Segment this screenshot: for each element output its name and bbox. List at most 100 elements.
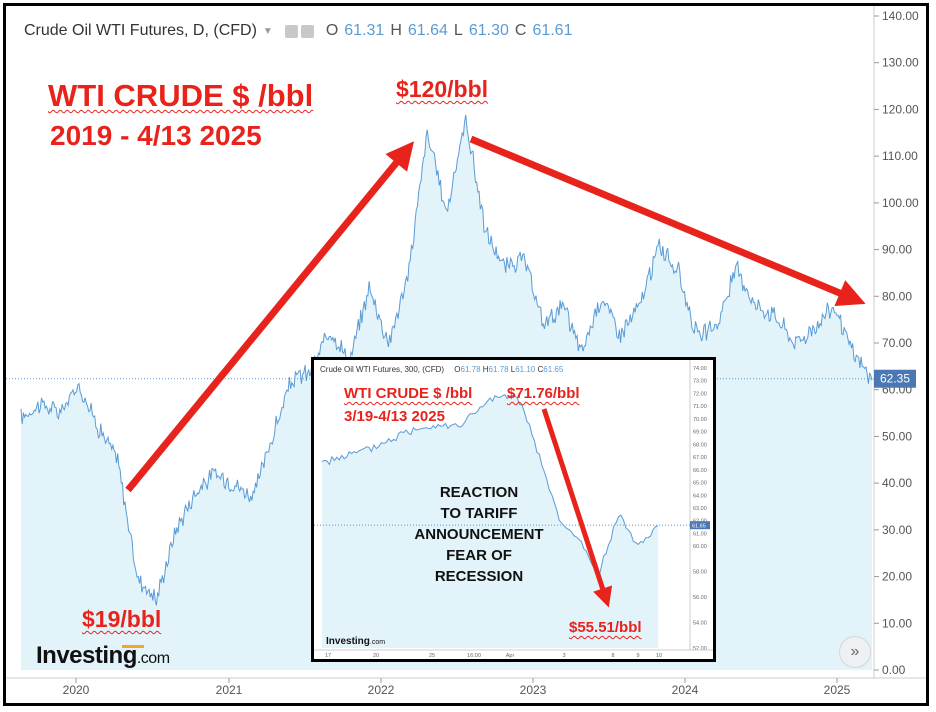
inset-header: Crude Oil WTI Futures, 300, (CFD) O61.78…: [320, 365, 563, 374]
inset-y-tick-label: 66.00: [693, 468, 707, 474]
x-tick-label: 2022: [368, 683, 395, 697]
logo-suffix: .com: [136, 650, 170, 667]
gear-icon[interactable]: [284, 24, 298, 38]
inset-x-tick-label: 25: [429, 653, 435, 659]
reaction-line-4: FEAR OF: [446, 547, 512, 564]
reaction-line-2: TO TARIFF: [440, 505, 518, 522]
high-label: H: [390, 22, 402, 39]
inset-logo-brand: Investing: [326, 636, 370, 647]
inset-investing-logo: Investing.com: [326, 636, 385, 647]
inset-high: 61.78: [488, 365, 509, 374]
inset-x-tick-label: 17: [325, 653, 331, 659]
inset-y-tick-label: 67.00: [693, 455, 707, 461]
chart-frame: 0.00 10.00 20.00 30.00 40.00 50.00 60.00 70.00 8…: [3, 3, 929, 706]
inset-drop-arrow: [541, 408, 613, 608]
inset-x-tick-label: 10: [656, 653, 662, 659]
chevron-down-icon[interactable]: ▼: [262, 25, 273, 37]
inset-current-price-label: 61.65: [692, 524, 706, 530]
x-tick-label: 2020: [63, 683, 90, 697]
inset-y-tick-label: 61.00: [693, 531, 707, 537]
inset-y-tick-label: 70.00: [693, 417, 707, 423]
title-line-1-text: WTI CRUDE $ /bbl: [48, 78, 314, 113]
inset-y-tick-label: 58.00: [693, 570, 707, 576]
open-label: O: [325, 22, 339, 39]
y-tick-label: 30.00: [882, 523, 912, 537]
reaction-line-3: ANNOUNCEMENT: [414, 526, 544, 543]
reaction-line-1: REACTION: [439, 484, 519, 501]
x-tick-label: 2024: [672, 683, 699, 697]
inset-low-label: $55.51/bbl: [569, 619, 642, 636]
inset-y-tick-label: 74.00: [693, 366, 707, 372]
low-label: L: [453, 22, 463, 39]
y-tick-label: 120.00: [882, 102, 919, 116]
inset-price-line: [321, 393, 659, 579]
header-icons[interactable]: [284, 24, 314, 38]
inset-x-tick-label: 9: [636, 653, 639, 659]
logo-brand: Investing: [36, 642, 137, 669]
close-label: C: [514, 22, 527, 39]
y-tick-label: 0.00: [882, 663, 906, 677]
y-tick-label: 20.00: [882, 570, 912, 584]
inset-chart-svg: 52.0054.0056.0058.0060.0061.0062.0063.00…: [314, 360, 713, 659]
inset-x-tick-label: 20: [373, 653, 379, 659]
inset-x-tick-label: Apr: [506, 653, 515, 659]
y-tick-label: 100.00: [882, 196, 919, 210]
inset-symbol: Crude Oil WTI Futures, 300, (CFD): [320, 365, 445, 374]
reaction-text: REACTION TO TARIFF ANNOUNCEMENT FEAR OF …: [394, 482, 564, 587]
inset-y-tick-label: 73.00: [693, 379, 707, 385]
inset-open: 61.78: [460, 365, 481, 374]
y-tick-label: 90.00: [882, 243, 912, 257]
inset-logo-suffix: .com: [369, 639, 386, 646]
inset-y-tick-label: 68.00: [693, 442, 707, 448]
symbol-label[interactable]: Crude Oil WTI Futures, D, (CFD): [24, 22, 257, 39]
eye-icon[interactable]: [300, 24, 314, 38]
low-price-label: $19/bbl: [82, 606, 162, 632]
inset-ohlc: O61.78 H61.78 L61.10 C61.65: [454, 365, 564, 374]
current-price-badge: [874, 369, 916, 388]
down-trend-arrow: [469, 135, 866, 306]
inset-y-tick-label: 71.00: [693, 404, 707, 410]
logo-accent: [122, 645, 144, 648]
inset-x-tick-label: 8: [611, 653, 614, 659]
x-tick-label: 2025: [824, 683, 851, 697]
chart-header: Crude Oil WTI Futures, D, (CFD) ▼ O 61.31…: [24, 22, 572, 40]
inset-y-tick-label: 64.00: [693, 493, 707, 499]
inset-title-2: 3/19-4/13 2025: [344, 408, 445, 425]
y-tick-label: 50.00: [882, 429, 912, 443]
scroll-right-button[interactable]: »: [839, 636, 871, 668]
inset-y-tick-label: 69.00: [693, 430, 707, 436]
title-line-2: 2019 - 4/13 2025: [50, 120, 262, 151]
inset-high-label: $71.76/bbl: [507, 385, 580, 402]
high-value: 61.64: [407, 22, 448, 39]
open-value: 61.31: [344, 22, 385, 39]
inset-x-tick-label: 16:00: [467, 653, 481, 659]
inset-y-tick-label: 52.00: [693, 646, 707, 652]
inset-title-1: WTI CRUDE $ /bbl: [344, 385, 473, 402]
y-tick-label: 80.00: [882, 289, 912, 303]
inset-y-tick-label: 65.00: [693, 481, 707, 487]
y-tick-label: 110.00: [882, 149, 918, 163]
y-tick-label: 70.00: [882, 336, 912, 350]
title-line-1: WTI CRUDE $ /bbl: [48, 78, 313, 114]
inset-y-tick-label: 72.00: [693, 391, 707, 397]
x-tick-label: 2021: [216, 683, 243, 697]
close-value: 61.61: [532, 22, 573, 39]
inset-close: 61.65: [543, 365, 564, 374]
peak-price-label: $120/bbl: [396, 76, 489, 102]
inset-y-tick-label: 60.00: [693, 544, 707, 550]
current-price-label: 62.35: [880, 372, 910, 386]
inset-y-tick-label: 56.00: [693, 595, 707, 601]
x-tick-label: 2023: [520, 683, 547, 697]
price-line: [20, 114, 873, 606]
low-value: 61.30: [468, 22, 509, 39]
up-trend-arrow: [125, 141, 414, 493]
inset-current-price-badge: [690, 521, 710, 530]
inset-price-area: [322, 394, 658, 648]
inset-low: 61.10: [515, 365, 536, 374]
reaction-line-5: RECESSION: [434, 568, 524, 585]
investing-logo: Investing.com: [36, 642, 170, 670]
inset-x-tick-label: 3: [562, 653, 565, 659]
inset-chart: 52.0054.0056.0058.0060.0061.0062.0063.00…: [311, 357, 716, 662]
y-tick-label: 10.00: [882, 616, 912, 630]
y-tick-label: 140.00: [882, 9, 919, 23]
